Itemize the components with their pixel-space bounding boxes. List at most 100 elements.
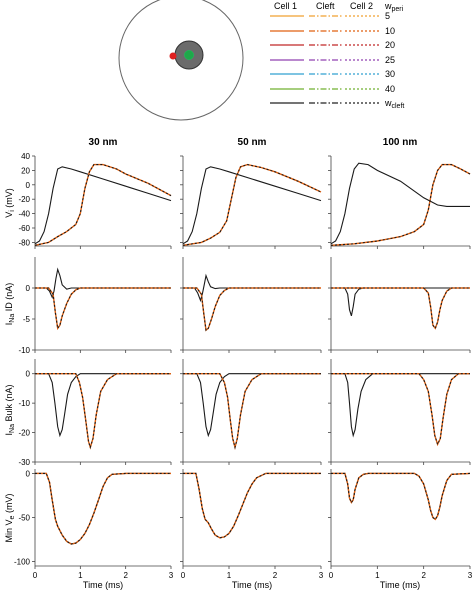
y-tick-label: 0 — [26, 181, 31, 190]
ylabel-ina-bulk: INa Bulk (nA) — [4, 385, 16, 436]
xlabel-col1: Time (ms) — [83, 580, 123, 590]
x-tick-label: 3 — [319, 571, 324, 580]
panel-r2-c2 — [328, 359, 471, 465]
cell1-marker — [169, 52, 177, 60]
series-cell2 — [331, 472, 471, 521]
panel-r0-c2 — [328, 155, 471, 249]
series-cell2 — [331, 373, 470, 446]
legend-header-cleft: Cleft — [316, 1, 335, 11]
series-cell2-color — [331, 287, 470, 330]
column-header-50nm: 50 nm — [238, 137, 267, 148]
legend-label-20: 20 — [385, 40, 395, 50]
ylabel-vi: Vi (mV) — [4, 188, 16, 218]
ylabel-min-ve-tail: (mV) — [4, 494, 14, 516]
panel-r1-c0: 0 -5 -10 — [18, 257, 172, 355]
cell2-marker — [184, 50, 194, 60]
legend-header-cell1: Cell 1 — [274, 1, 297, 11]
legend: Cell 1 Cleft Cell 2 wperi 5 10 20 25 30 40 wcl… — [270, 1, 404, 110]
legend-row-10: 10 — [270, 26, 395, 36]
y-tick-label: -5 — [23, 315, 31, 324]
series-cell1 — [35, 472, 171, 545]
y-tick-label: 40 — [21, 152, 30, 161]
x-tick-label: 3 — [169, 571, 174, 580]
legend-label-wcleft: wcleft — [384, 98, 404, 110]
legend-label-25: 25 — [385, 55, 395, 65]
y-tick-label: 0 — [26, 469, 31, 478]
legend-row-5: 5 — [270, 11, 390, 21]
x-axis-titles: Time (ms) Time (ms) Time (ms) — [83, 580, 420, 590]
panel-r0-c1 — [180, 155, 322, 249]
ylabel-vi-sub: i — [9, 210, 16, 212]
y-tick-label: 20 — [21, 166, 30, 175]
x-tick-label: 2 — [273, 571, 278, 580]
ylabel-ina-id-main: I — [4, 323, 14, 326]
series-cell2 — [183, 373, 321, 450]
legend-row-40: 40 — [270, 84, 395, 94]
series-cell2 — [35, 287, 171, 330]
series-cell2 — [183, 287, 321, 332]
legend-label-wcleft-sub: cleft — [392, 103, 405, 110]
legend-label-30: 30 — [385, 69, 395, 79]
legend-header-cell2: Cell 2 — [350, 1, 373, 11]
x-tick-label: 3 — [468, 571, 473, 580]
xlabel-col2: Time (ms) — [232, 580, 272, 590]
series-cell2 — [183, 472, 321, 539]
series-cell1 — [35, 267, 171, 299]
legend-row-wcleft: wcleft — [270, 98, 404, 110]
series-cell2-color — [183, 472, 321, 539]
x-tick-label: 0 — [329, 571, 334, 580]
series-cell1 — [330, 162, 470, 245]
panel-r1-c2 — [328, 257, 471, 353]
ylabel-ina-bulk-tail: Bulk (nA) — [4, 385, 14, 425]
series-cell1 — [183, 373, 321, 438]
ylabel-vi-main: V — [4, 212, 14, 218]
y-tick-label: -60 — [18, 224, 30, 233]
y-tick-label: -20 — [18, 429, 30, 438]
legend-header-wperi: wperi — [384, 1, 404, 13]
legend-label-5: 5 — [385, 11, 390, 21]
column-header-100nm: 100 nm — [383, 137, 418, 148]
wperi-sub: peri — [392, 6, 404, 13]
y-tick-label: -80 — [18, 238, 30, 247]
panel-r3-c1: 0 1 2 3 — [180, 469, 324, 580]
panel-r2-c0: 0 -10 -20 -30 — [18, 359, 172, 467]
x-tick-label: 0 — [181, 571, 186, 580]
y-tick-label: -50 — [18, 514, 30, 523]
x-tick-label: 1 — [227, 571, 232, 580]
xlabel-col3: Time (ms) — [380, 580, 420, 590]
series-cell1 — [331, 287, 470, 317]
series-cell2-color — [35, 287, 171, 331]
series-cell2-color — [35, 472, 171, 545]
series-cell2 — [35, 373, 171, 450]
y-tick-label: 0 — [26, 284, 31, 293]
x-tick-label: 2 — [123, 571, 128, 580]
ylabel-ina-id-sub: Na — [9, 314, 16, 323]
y-tick-label: -20 — [18, 195, 30, 204]
ylabel-ina-bulk-main: I — [4, 433, 14, 436]
legend-row-20: 20 — [270, 40, 395, 50]
series-cell2 — [34, 164, 172, 246]
series-cell2 — [330, 164, 471, 246]
panel-r1-c1 — [180, 257, 322, 353]
column-headers: 30 nm 50 nm 100 nm — [89, 137, 418, 148]
series-cell1 — [331, 472, 471, 521]
legend-label-10: 10 — [385, 26, 395, 36]
series-cell1 — [183, 273, 321, 303]
ylabel-ina-id: INa ID (nA) — [4, 283, 16, 325]
panel-r3-c2: 0 1 2 3 — [328, 469, 473, 580]
schematic — [118, 0, 244, 121]
series-cell1 — [182, 166, 322, 245]
series-cell2 — [331, 287, 470, 330]
plot-panels: 40200-20-40-60-800-5-100-10-20-300-50-10… — [14, 152, 473, 580]
outer-cell-circle — [118, 0, 244, 121]
ylabel-vi-tail: (mV) — [4, 188, 14, 210]
x-tick-label: 1 — [78, 571, 83, 580]
y-tick-label: -40 — [18, 210, 30, 219]
series-cell2 — [35, 472, 171, 545]
column-header-30nm: 30 nm — [89, 137, 118, 148]
y-tick-label: -10 — [18, 346, 30, 355]
panel-r0-c0: 40 20 0 -20 -40 -60 -80 — [18, 152, 172, 249]
y-tick-label: 0 — [26, 370, 31, 379]
y-tick-label: -10 — [18, 399, 30, 408]
